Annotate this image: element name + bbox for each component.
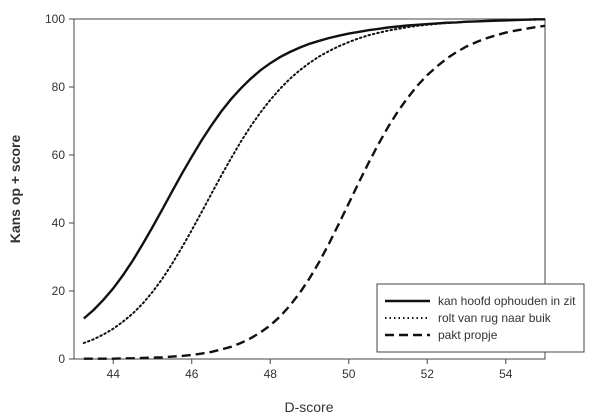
x-tick-label: 52 [421, 367, 435, 381]
series-line-dashed [83, 24, 546, 360]
series-line-solid [83, 18, 545, 320]
x-tick-label: 44 [107, 367, 121, 381]
series-group [82, 18, 546, 360]
legend: kan hoofd ophouden in zit rolt van rug n… [376, 283, 585, 353]
x-tick-label: 46 [185, 367, 199, 381]
y-axis: 0 20 40 60 80 100 [45, 12, 74, 366]
y-tick-label: 80 [52, 80, 66, 94]
x-tick-label: 54 [499, 367, 513, 381]
x-tick-label: 48 [264, 367, 278, 381]
x-axis: 44 46 48 50 52 54 [107, 359, 513, 381]
series-line-dotted [82, 18, 546, 344]
y-tick-label: 40 [52, 216, 66, 230]
y-tick-label: 60 [52, 148, 66, 162]
y-axis-title: Kans op + score [7, 135, 23, 244]
legend-box [376, 283, 585, 353]
legend-label-0: kan hoofd ophouden in zit [438, 294, 576, 308]
x-axis-title: D-score [284, 399, 333, 415]
y-tick-label: 20 [52, 284, 66, 298]
y-tick-label: 100 [45, 12, 65, 26]
legend-label-2: pakt propje [438, 328, 498, 342]
legend-label-1: rolt van rug naar buik [438, 311, 552, 325]
y-tick-label: 0 [58, 352, 65, 366]
x-tick-label: 50 [342, 367, 356, 381]
plot-frame [73, 18, 546, 360]
